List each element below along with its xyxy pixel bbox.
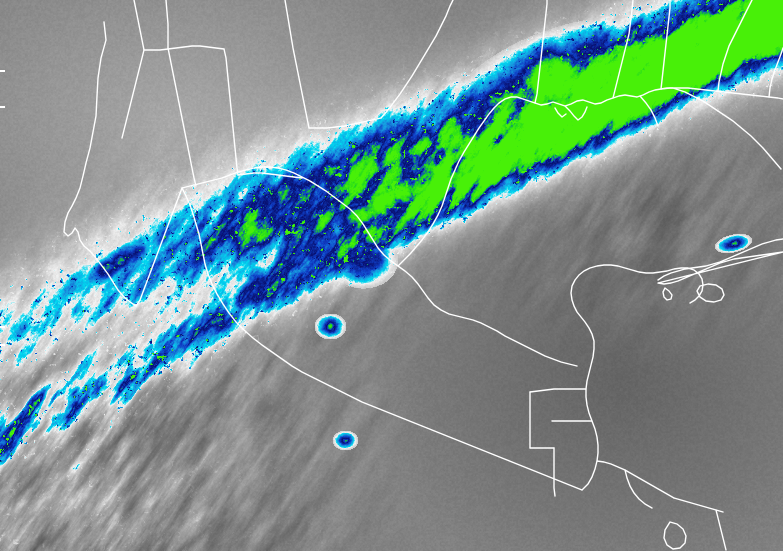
border-segment-35: [715, 509, 727, 551]
border-segment-27: [529, 388, 587, 393]
latitude-tick-1: [0, 106, 5, 108]
border-segment-26: [662, 287, 673, 301]
border-segment-15: [284, 0, 310, 129]
border-segment-20: [660, 0, 671, 90]
border-segment-10: [121, 49, 145, 139]
geopolitical-border-paths: [63, 0, 783, 551]
border-segment-1: [135, 187, 183, 307]
border-segment-34: [673, 497, 724, 513]
border-segment-30: [553, 447, 556, 497]
latitude-tick-2: [0, 326, 5, 328]
border-segment-17: [380, 0, 454, 119]
border-segment-38: [657, 251, 783, 285]
latitude-tick-0: [0, 70, 5, 72]
border-segment-16: [308, 117, 382, 129]
border-segment-11: [165, 0, 169, 49]
border-segment-14: [237, 172, 303, 179]
border-segment-32: [596, 460, 675, 499]
border-segment-36: [663, 521, 687, 550]
border-segment-18: [534, 0, 548, 104]
border-segment-3: [181, 166, 578, 367]
border-segment-4: [397, 96, 536, 267]
border-segment-13: [167, 47, 197, 187]
border-segment-7: [554, 107, 567, 118]
border-segment-23: [768, 47, 783, 98]
border-segment-6: [564, 105, 588, 121]
border-segment-12: [223, 48, 239, 176]
border-segment-25: [570, 264, 704, 491]
border-segment-21: [660, 87, 783, 100]
border-segment-22: [717, 0, 753, 92]
border-segment-19: [612, 0, 634, 99]
latitude-tick-3: [0, 344, 5, 346]
border-segment-2: [181, 187, 583, 491]
border-segment-33: [624, 469, 653, 509]
border-segment-0: [63, 21, 137, 307]
border-segment-8: [133, 0, 145, 51]
border-segment-5: [534, 87, 782, 170]
border-segment-37: [657, 238, 783, 281]
border-segment-9: [143, 45, 225, 51]
border-segment-39: [696, 283, 725, 303]
border-segment-24: [639, 95, 659, 127]
